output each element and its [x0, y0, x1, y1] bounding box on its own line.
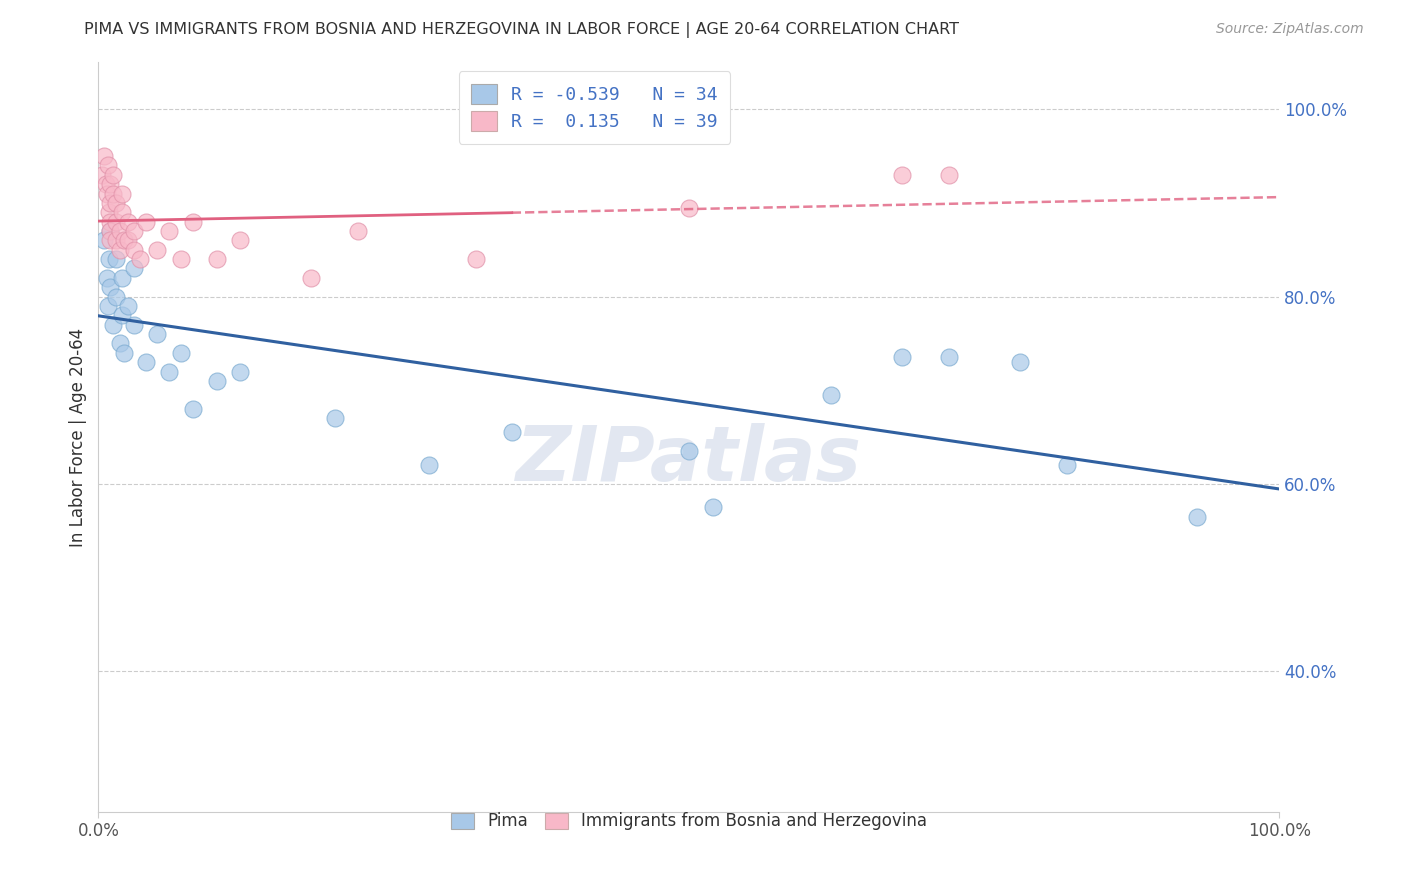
Point	[93, 233, 115, 247]
Point	[98, 224, 121, 238]
Point	[146, 243, 169, 257]
Point	[157, 224, 180, 238]
Point	[101, 186, 124, 201]
Point	[122, 318, 145, 332]
Point	[229, 233, 252, 247]
Point	[1056, 458, 1078, 473]
Point	[181, 401, 204, 416]
Point	[181, 215, 204, 229]
Point	[229, 365, 252, 379]
Point	[820, 388, 842, 402]
Point	[108, 224, 131, 238]
Point	[97, 158, 120, 172]
Point	[678, 201, 700, 215]
Point	[501, 425, 523, 440]
Point	[111, 186, 134, 201]
Point	[117, 215, 139, 229]
Point	[111, 271, 134, 285]
Point	[135, 355, 157, 369]
Point	[105, 195, 128, 210]
Point	[1008, 355, 1031, 369]
Point	[205, 374, 228, 388]
Point	[97, 299, 120, 313]
Point	[98, 205, 121, 219]
Point	[105, 233, 128, 247]
Legend: Pima, Immigrants from Bosnia and Herzegovina: Pima, Immigrants from Bosnia and Herzego…	[444, 805, 934, 837]
Point	[890, 168, 912, 182]
Point	[108, 243, 131, 257]
Point	[105, 252, 128, 266]
Point	[117, 299, 139, 313]
Point	[890, 351, 912, 365]
Text: PIMA VS IMMIGRANTS FROM BOSNIA AND HERZEGOVINA IN LABOR FORCE | AGE 20-64 CORREL: PIMA VS IMMIGRANTS FROM BOSNIA AND HERZE…	[84, 22, 959, 38]
Point	[96, 186, 118, 201]
Point	[98, 177, 121, 191]
Point	[111, 308, 134, 322]
Y-axis label: In Labor Force | Age 20-64: In Labor Force | Age 20-64	[69, 327, 87, 547]
Point	[678, 444, 700, 458]
Point	[93, 149, 115, 163]
Point	[702, 500, 724, 515]
Point	[98, 280, 121, 294]
Point	[91, 168, 114, 182]
Point	[122, 243, 145, 257]
Point	[98, 252, 121, 266]
Point	[122, 224, 145, 238]
Point	[122, 261, 145, 276]
Text: Source: ZipAtlas.com: Source: ZipAtlas.com	[1216, 22, 1364, 37]
Point	[101, 168, 124, 182]
Point	[418, 458, 440, 473]
Point	[135, 215, 157, 229]
Point	[170, 252, 193, 266]
Point	[98, 233, 121, 247]
Point	[105, 289, 128, 303]
Point	[108, 336, 131, 351]
Point	[94, 177, 117, 191]
Point	[347, 224, 370, 238]
Point	[117, 233, 139, 247]
Point	[112, 233, 135, 247]
Point	[98, 215, 121, 229]
Point	[465, 252, 488, 266]
Point	[1185, 509, 1208, 524]
Point	[111, 205, 134, 219]
Point	[128, 252, 150, 266]
Point	[112, 346, 135, 360]
Point	[205, 252, 228, 266]
Point	[299, 271, 322, 285]
Point	[101, 318, 124, 332]
Point	[105, 215, 128, 229]
Point	[938, 168, 960, 182]
Point	[323, 411, 346, 425]
Point	[170, 346, 193, 360]
Text: ZIPatlas: ZIPatlas	[516, 423, 862, 497]
Point	[157, 365, 180, 379]
Point	[938, 351, 960, 365]
Point	[98, 195, 121, 210]
Point	[98, 224, 121, 238]
Point	[146, 326, 169, 341]
Point	[96, 271, 118, 285]
